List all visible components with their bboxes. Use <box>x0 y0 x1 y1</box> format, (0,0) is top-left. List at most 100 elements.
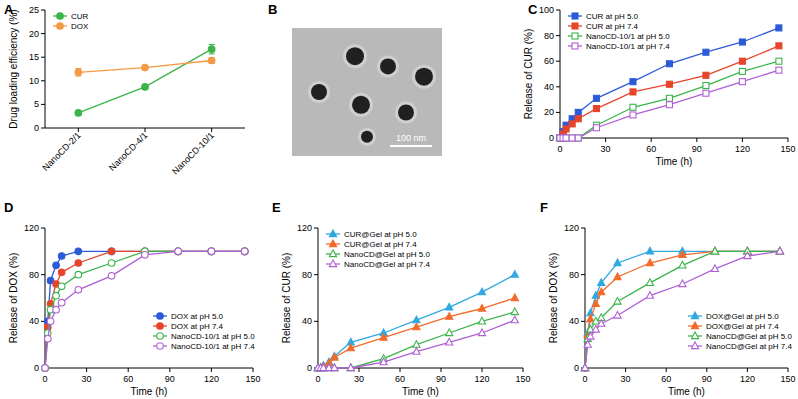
x-tick-label: 150 <box>780 374 795 384</box>
marker <box>739 58 745 64</box>
x-tick-label: 120 <box>735 144 750 154</box>
marker <box>142 64 149 71</box>
panel-letter: C <box>528 2 538 17</box>
error-bar <box>209 58 215 64</box>
y-tick-label: 20 <box>29 29 39 39</box>
x-tick <box>788 368 789 372</box>
y-axis-line <box>560 10 561 138</box>
marker <box>75 287 82 294</box>
plot-area <box>557 25 782 141</box>
marker <box>175 248 182 255</box>
marker <box>630 79 636 85</box>
marker <box>744 252 751 259</box>
marker <box>679 261 686 268</box>
x-axis-line <box>585 368 788 369</box>
plot-area <box>581 247 783 370</box>
particle-halo <box>343 44 367 68</box>
marker <box>598 288 605 295</box>
legend-label: NanoCD@Gel at pH 5.0 <box>706 332 792 341</box>
x-tick-label: 90 <box>436 374 446 384</box>
marker <box>446 329 453 336</box>
marker <box>75 110 82 117</box>
marker <box>478 288 485 295</box>
y-tick <box>556 61 560 62</box>
legend-label: DOX@Gel at pH 7.4 <box>706 322 779 331</box>
x-tick <box>742 138 743 142</box>
marker <box>157 323 164 330</box>
marker <box>703 72 709 78</box>
y-tick-label: 0 <box>574 363 579 373</box>
y-tick-label: 100 <box>539 5 554 15</box>
marker <box>691 342 698 349</box>
marker <box>208 248 215 255</box>
marker <box>593 125 599 131</box>
x-tick <box>605 138 606 142</box>
series-line <box>318 320 515 368</box>
series-line <box>78 61 211 73</box>
marker <box>646 279 653 286</box>
marker <box>575 109 581 115</box>
y-tick-label: 80 <box>544 31 554 41</box>
y-axis-line <box>45 228 46 368</box>
particle <box>361 131 373 143</box>
y-tick <box>314 321 318 322</box>
axes: 040801200306090120150Time (h)Release of … <box>548 223 796 397</box>
x-tick-label: 30 <box>621 374 631 384</box>
legend-label: NanoCD@Gel at pH 7.4 <box>344 260 430 269</box>
marker <box>47 318 54 325</box>
y-tick <box>41 274 45 275</box>
x-tick <box>523 368 524 372</box>
series-line <box>318 275 515 368</box>
marker <box>581 364 588 371</box>
axes: 040801200306090120150Time (h)Release of … <box>8 223 261 397</box>
marker <box>572 33 578 39</box>
x-tick-label: 30 <box>601 144 611 154</box>
x-tick-label: 30 <box>82 374 92 384</box>
y-axis-line <box>318 228 319 368</box>
marker <box>347 344 354 351</box>
y-tick <box>556 35 560 36</box>
marker <box>241 248 248 255</box>
y-axis-label: Release of CUR (%) <box>523 29 534 120</box>
y-tick-label: 40 <box>29 316 39 326</box>
x-tick <box>651 138 652 142</box>
x-tick-label: NanoCD-2/1 <box>40 130 82 172</box>
figure: A0510152025NanoCD-2/1NanoCD-4/1NanoCD-10… <box>0 0 798 399</box>
marker <box>57 13 64 20</box>
x-tick <box>441 368 442 372</box>
y-tick <box>41 57 45 58</box>
particle <box>346 47 364 65</box>
marker <box>703 49 709 55</box>
x-tick <box>747 368 748 372</box>
marker <box>776 247 783 254</box>
marker <box>75 69 82 76</box>
panel-letter: D <box>4 200 13 215</box>
marker <box>711 247 718 254</box>
marker <box>592 300 599 307</box>
y-tick <box>41 33 45 34</box>
marker <box>587 315 594 322</box>
legend-label: CUR@Gel at pH 7.4 <box>344 240 417 249</box>
marker <box>53 306 60 313</box>
marker <box>44 336 51 343</box>
particle-halo <box>349 93 373 117</box>
legend-label: DOX@Gel at pH 5.0 <box>706 312 779 321</box>
y-tick-label: 120 <box>564 223 579 233</box>
legend: DOX at pH 5.0DOX at pH 7.4NanoCD-10/1 at… <box>153 312 255 351</box>
x-axis-label: Time (h) <box>668 386 705 397</box>
marker <box>478 329 485 336</box>
x-tick-label: 120 <box>474 374 489 384</box>
marker <box>593 95 599 101</box>
panel-letter: B <box>268 2 277 17</box>
marker <box>598 320 605 327</box>
marker <box>75 271 82 278</box>
marker <box>413 348 420 355</box>
legend-label: NanoCD@Gel at pH 5.0 <box>344 250 430 259</box>
y-tick <box>581 228 585 229</box>
marker <box>157 313 164 320</box>
marker <box>413 323 420 330</box>
y-tick <box>314 274 318 275</box>
y-axis-label: Drug loading efficiency (%) <box>8 9 19 128</box>
x-tick-label: 90 <box>702 374 712 384</box>
marker <box>776 25 782 31</box>
